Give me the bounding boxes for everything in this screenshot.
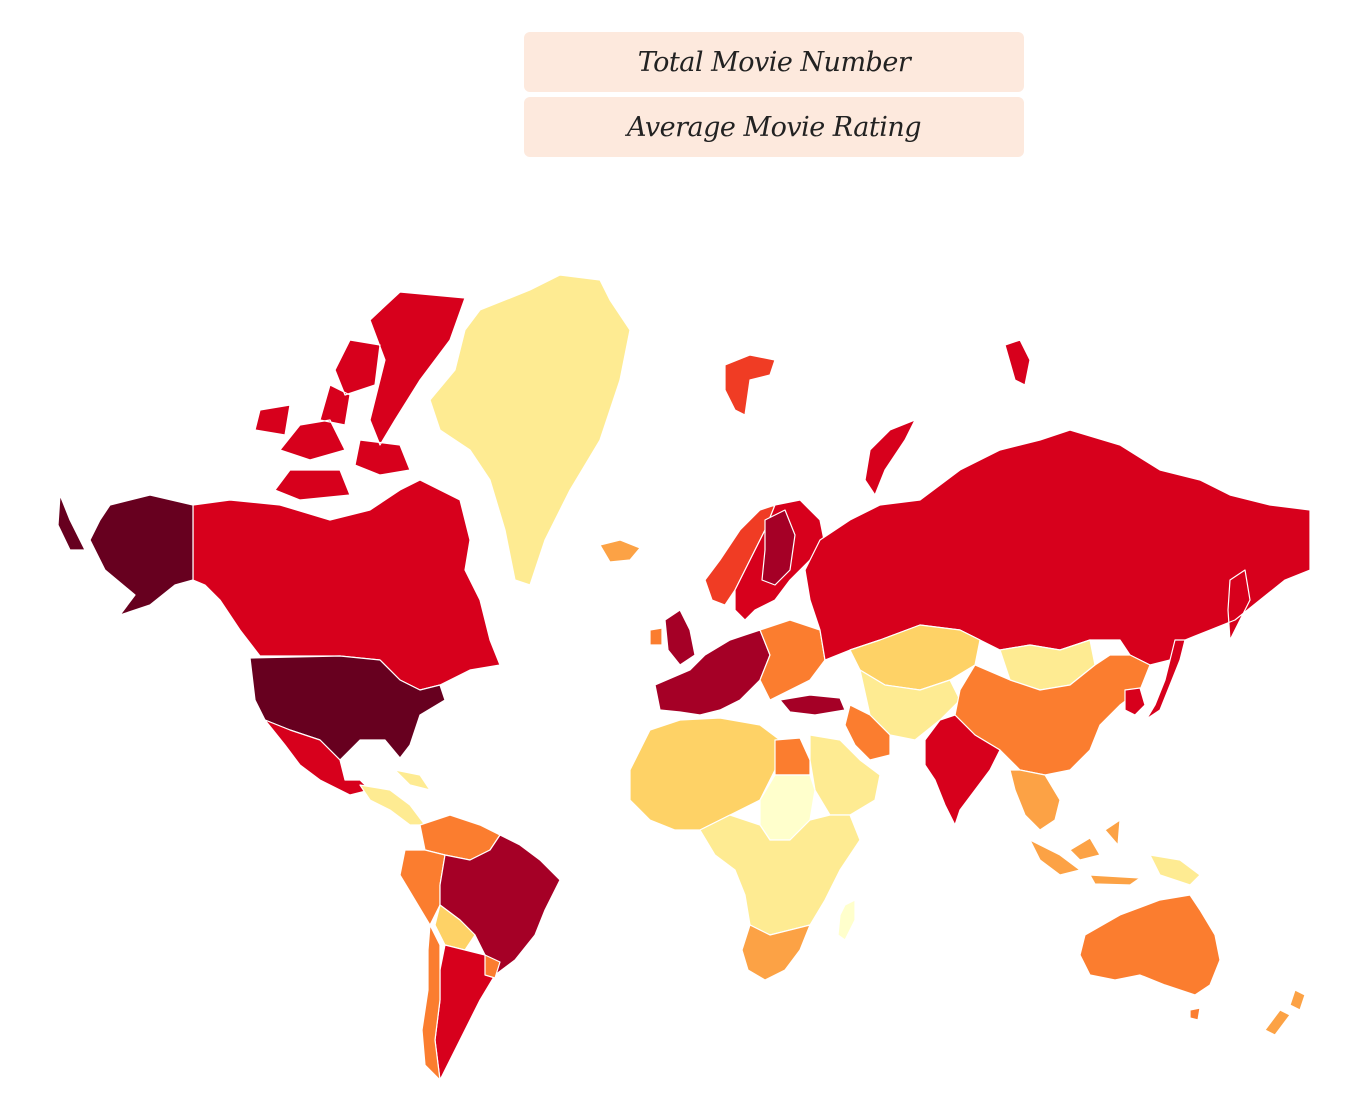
region-central-africa[interactable] xyxy=(699,814,861,936)
region-egypt[interactable] xyxy=(774,737,811,776)
region-uk[interactable] xyxy=(664,609,696,666)
region-canadian-arctic-islands[interactable] xyxy=(254,291,466,501)
region-iceland[interactable] xyxy=(599,539,641,563)
region-southern-africa[interactable] xyxy=(741,924,811,981)
region-north-africa[interactable] xyxy=(629,717,781,831)
region-southeast-asia[interactable] xyxy=(1009,769,1061,831)
region-turkey[interactable] xyxy=(779,694,846,716)
average-movie-rating-button[interactable]: Average Movie Rating xyxy=(524,97,1024,157)
region-alaska[interactable] xyxy=(57,494,194,616)
region-mexico[interactable] xyxy=(264,719,371,796)
region-papua[interactable] xyxy=(1149,854,1201,886)
region-chile[interactable] xyxy=(421,924,441,1081)
region-india[interactable] xyxy=(924,714,1001,826)
region-central-america[interactable] xyxy=(359,769,431,826)
region-russia[interactable] xyxy=(804,339,1311,666)
region-arabia[interactable] xyxy=(809,734,881,816)
region-madagascar[interactable] xyxy=(837,899,856,941)
region-svalbard[interactable] xyxy=(724,354,776,416)
region-indonesia[interactable] xyxy=(1029,819,1141,886)
region-korea[interactable] xyxy=(1124,687,1146,716)
region-iran[interactable] xyxy=(844,704,891,761)
region-new-zealand[interactable] xyxy=(1264,989,1306,1036)
region-canada[interactable] xyxy=(192,479,501,691)
region-australia[interactable] xyxy=(1079,894,1221,1021)
total-movie-number-button[interactable]: Total Movie Number xyxy=(524,32,1024,92)
region-greenland[interactable] xyxy=(429,274,631,586)
region-uruguay[interactable] xyxy=(484,954,501,979)
region-japan[interactable] xyxy=(1139,639,1186,731)
region-eastern-europe[interactable] xyxy=(759,619,826,701)
region-ireland[interactable] xyxy=(649,627,663,646)
region-finland[interactable] xyxy=(761,509,796,586)
